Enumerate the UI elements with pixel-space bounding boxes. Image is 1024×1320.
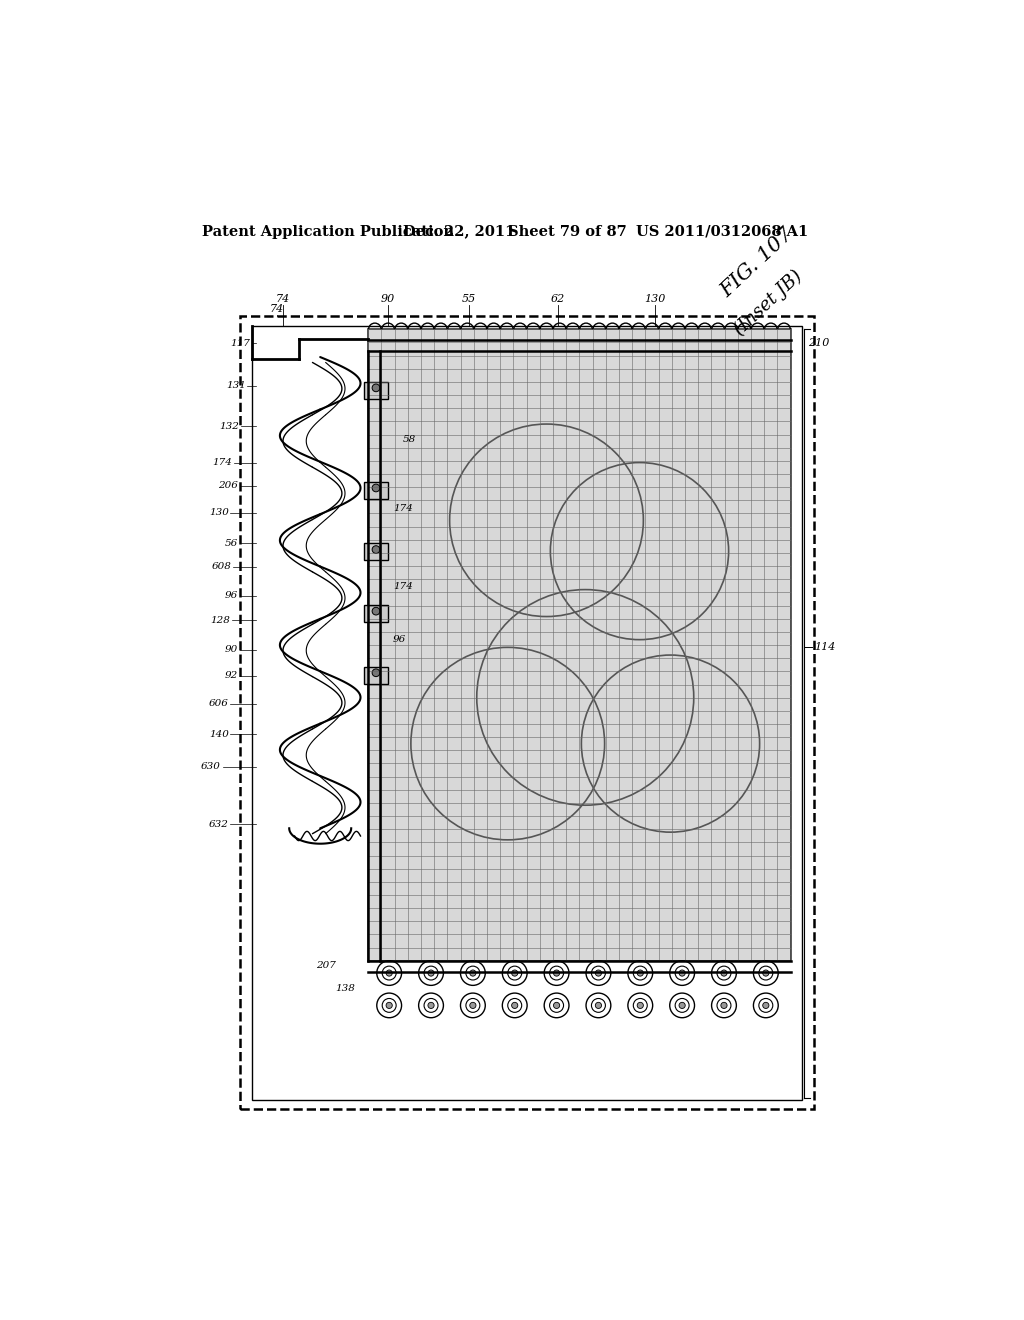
Text: 62: 62 <box>551 293 565 304</box>
Bar <box>369 330 791 961</box>
Text: 608: 608 <box>211 562 231 572</box>
Circle shape <box>372 545 380 553</box>
Circle shape <box>428 1002 434 1008</box>
Text: Patent Application Publication: Patent Application Publication <box>202 224 454 239</box>
Text: 96: 96 <box>225 591 238 601</box>
Text: 58: 58 <box>403 436 417 444</box>
Circle shape <box>386 970 392 977</box>
Text: Dec. 22, 2011: Dec. 22, 2011 <box>403 224 515 239</box>
Circle shape <box>763 970 769 977</box>
Text: 630: 630 <box>201 762 221 771</box>
Text: FIG. 107: FIG. 107 <box>717 224 797 301</box>
Text: Sheet 79 of 87: Sheet 79 of 87 <box>508 224 627 239</box>
Bar <box>365 544 388 561</box>
Bar <box>252 326 802 1100</box>
Text: 130: 130 <box>644 293 666 304</box>
Circle shape <box>721 1002 727 1008</box>
Text: 92: 92 <box>225 672 238 680</box>
Text: 206: 206 <box>218 482 238 490</box>
Circle shape <box>554 970 560 977</box>
Circle shape <box>679 970 685 977</box>
Text: 74: 74 <box>275 293 290 304</box>
Text: 96: 96 <box>393 635 407 644</box>
Text: 128: 128 <box>210 616 230 624</box>
Circle shape <box>763 1002 769 1008</box>
Text: 55: 55 <box>462 293 476 304</box>
Bar <box>365 482 388 499</box>
Circle shape <box>372 484 380 492</box>
Text: 174: 174 <box>393 582 413 591</box>
Circle shape <box>679 1002 685 1008</box>
Text: 132: 132 <box>220 422 240 430</box>
Circle shape <box>595 1002 601 1008</box>
Bar <box>369 330 791 961</box>
Text: 138: 138 <box>335 983 355 993</box>
Text: 130: 130 <box>209 508 228 517</box>
Text: 131: 131 <box>226 381 246 389</box>
Text: 207: 207 <box>315 961 336 970</box>
Circle shape <box>512 1002 518 1008</box>
Circle shape <box>470 1002 476 1008</box>
Text: 90: 90 <box>381 293 394 304</box>
Text: 140: 140 <box>209 730 228 739</box>
Circle shape <box>372 669 380 677</box>
Circle shape <box>637 1002 643 1008</box>
Circle shape <box>428 970 434 977</box>
Text: 117: 117 <box>230 339 251 347</box>
Circle shape <box>372 384 380 392</box>
Circle shape <box>637 970 643 977</box>
Circle shape <box>721 970 727 977</box>
Bar <box>365 381 388 399</box>
Text: 90: 90 <box>225 645 238 655</box>
Text: 174: 174 <box>393 504 413 513</box>
Text: 114: 114 <box>815 643 836 652</box>
Circle shape <box>470 970 476 977</box>
Text: 210: 210 <box>809 338 829 348</box>
Text: 56: 56 <box>225 539 238 548</box>
Text: US 2011/0312068 A1: US 2011/0312068 A1 <box>636 224 808 239</box>
Circle shape <box>372 607 380 615</box>
Text: 174: 174 <box>213 458 232 467</box>
Circle shape <box>512 970 518 977</box>
Circle shape <box>386 1002 392 1008</box>
Bar <box>365 605 388 622</box>
Bar <box>365 667 388 684</box>
Text: (Inset JB): (Inset JB) <box>731 267 806 339</box>
Text: 632: 632 <box>209 820 228 829</box>
Bar <box>241 317 814 1109</box>
Circle shape <box>554 1002 560 1008</box>
Text: 606: 606 <box>209 700 228 708</box>
Circle shape <box>595 970 601 977</box>
Text: 74: 74 <box>269 304 284 314</box>
